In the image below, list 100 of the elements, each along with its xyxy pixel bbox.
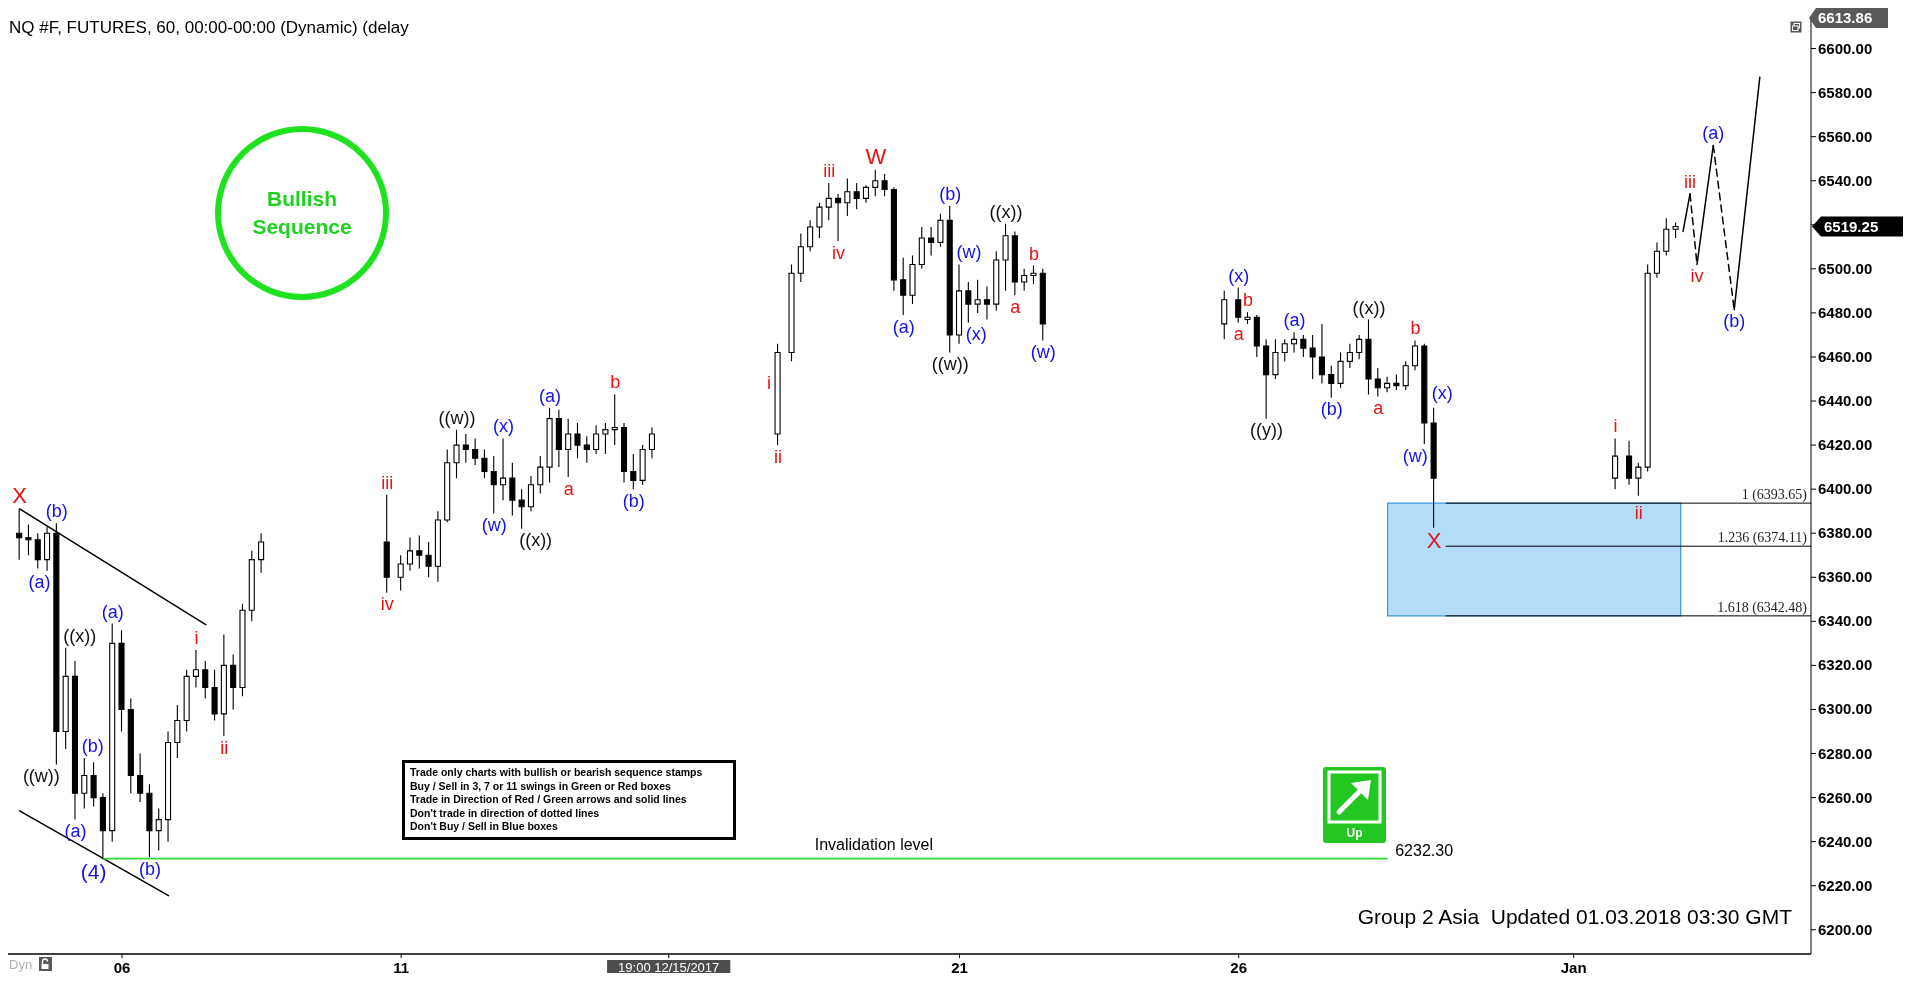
candlestick	[630, 453, 637, 490]
candlestick	[546, 407, 553, 484]
candlestick	[183, 669, 190, 733]
candlestick	[1346, 343, 1353, 369]
y-tick-label: 6540.00	[1818, 171, 1873, 189]
annotation: W	[865, 143, 887, 169]
annotation: (a)	[1702, 123, 1725, 144]
annotation: i	[767, 372, 772, 393]
candlestick	[462, 433, 469, 464]
annotation: a	[1373, 398, 1385, 419]
candlestick	[1021, 268, 1028, 292]
annotation: (b)	[81, 735, 104, 756]
annotation: b	[610, 372, 621, 393]
candlestick	[918, 226, 925, 270]
candlestick	[1309, 334, 1316, 380]
candlestick	[1221, 290, 1228, 340]
candlestick	[774, 343, 781, 446]
candlestick	[1612, 437, 1619, 490]
ref-line-label: 1.236 (6374.11)	[1717, 530, 1808, 547]
annotation: a	[1010, 296, 1022, 317]
candlestick	[1039, 268, 1046, 341]
annotation: Bullish Sequence	[251, 186, 353, 240]
candlestick	[1393, 374, 1400, 391]
candlestick	[518, 488, 525, 530]
candlestick	[1253, 314, 1260, 358]
annotation: ((w))	[931, 354, 969, 375]
ref-line-label: Invalidation level	[814, 835, 934, 853]
candlestick	[406, 537, 414, 572]
candlestick	[258, 532, 265, 574]
annotation: Up	[1345, 825, 1364, 841]
x-tick-label: 11	[393, 959, 410, 976]
candlestick	[797, 233, 804, 283]
y-tick-label: 6280.00	[1818, 744, 1873, 762]
annotation: ((x))	[1352, 297, 1386, 318]
candlestick	[890, 186, 897, 292]
candlestick	[444, 448, 451, 523]
y-tick-label: 6260.00	[1818, 788, 1873, 806]
candlestick	[1328, 365, 1335, 399]
candlestick	[788, 263, 795, 362]
candlestick	[807, 219, 814, 252]
candlestick	[174, 704, 181, 759]
candlestick	[481, 448, 488, 479]
candlestick	[1672, 222, 1679, 239]
candlestick	[620, 422, 628, 484]
annotation: (w)	[956, 242, 982, 263]
annotation: (w)	[1030, 342, 1056, 363]
annotation: (a)	[892, 316, 915, 337]
candlestick	[109, 622, 116, 843]
x-tick-label: 06	[113, 959, 131, 976]
annotation: (4)	[80, 859, 107, 883]
annotation: i	[1613, 416, 1618, 437]
y-tick-label: 6340.00	[1818, 612, 1873, 630]
candlestick	[648, 426, 655, 459]
candlestick	[946, 205, 953, 354]
annotation: b	[1410, 318, 1421, 339]
candlestick	[574, 422, 581, 459]
annotation: (b)	[622, 490, 645, 511]
candlestick	[1318, 323, 1326, 384]
candlestick	[1337, 352, 1344, 389]
annotation: ((y))	[1250, 420, 1284, 441]
candlestick	[25, 523, 32, 556]
annotation: iv	[1690, 266, 1704, 287]
annotation: ((x))	[63, 625, 97, 646]
candlestick	[137, 752, 144, 803]
annotation: ((w))	[22, 766, 60, 787]
y-tick-label: 6440.00	[1818, 392, 1873, 410]
candlestick	[1626, 440, 1633, 486]
candlestick	[1244, 311, 1251, 325]
y-tick-label: 6613.86	[1818, 9, 1873, 26]
annotation: (x)	[493, 416, 515, 437]
candlestick	[1263, 338, 1270, 420]
annotation: Trade only charts with bullish or bearish sequence stamps	[410, 766, 703, 779]
annotation: (b)	[939, 184, 962, 205]
candlestick	[248, 550, 255, 622]
candlestick	[835, 193, 842, 242]
y-tick-label: 6580.00	[1818, 83, 1873, 101]
candlestick	[230, 653, 237, 711]
candlestick	[155, 808, 162, 852]
chart-title: NQ #F, FUTURES, 60, 00:00-00:00 (Dynamic) (delay	[9, 18, 409, 38]
annotation: Don't Buy / Sell in Blue boxes	[410, 820, 558, 834]
candlestick	[900, 257, 907, 316]
candlestick	[383, 494, 390, 594]
candlestick	[909, 255, 916, 305]
candlestick	[509, 462, 516, 517]
annotation: (x)	[1228, 265, 1250, 286]
annotation: 6232.30	[1395, 841, 1454, 859]
candlestick	[1011, 230, 1018, 296]
y-tick-label: 6200.00	[1818, 920, 1873, 938]
y-tick-label: 6500.00	[1818, 259, 1873, 277]
candlestick	[993, 250, 1000, 312]
annotation: iv	[832, 242, 846, 263]
annotation: ii	[1634, 503, 1643, 524]
annotation: ii	[220, 737, 229, 758]
candlestick	[602, 422, 609, 455]
candlestick	[146, 783, 153, 858]
annotation: a	[1233, 324, 1245, 345]
text: 6519.25	[1824, 217, 1879, 235]
annotation: a	[563, 478, 575, 499]
annotation: (x)	[1431, 382, 1453, 403]
candlestick	[1290, 331, 1298, 354]
